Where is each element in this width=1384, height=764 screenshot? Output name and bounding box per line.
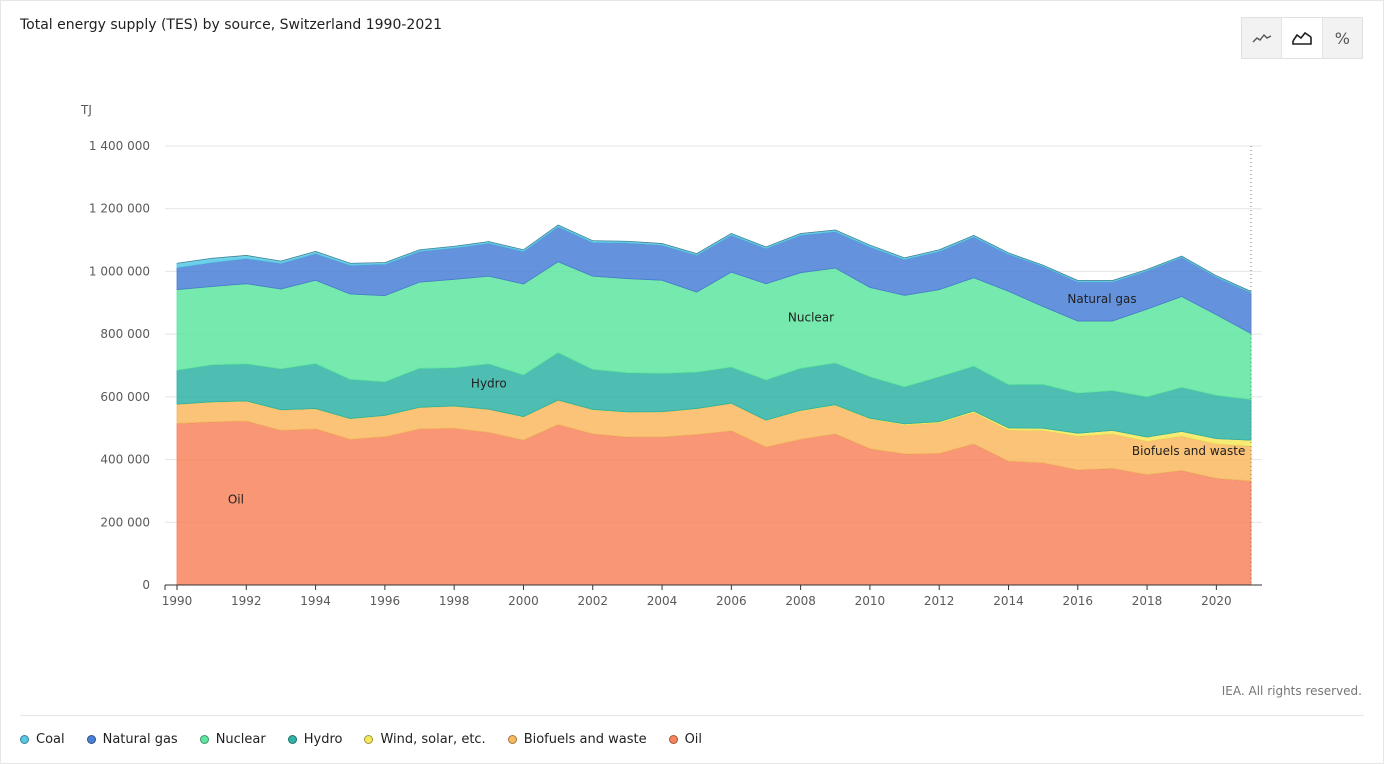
x-tick-label: 1994 xyxy=(300,594,331,608)
area-label-hydro: Hydro xyxy=(471,376,507,390)
legend: Coal Natural gas Nuclear Hydro Wind, solar, … xyxy=(20,732,702,747)
x-tick-label: 2012 xyxy=(924,594,955,608)
view-toggle: % xyxy=(1241,17,1363,59)
x-tick-label: 2014 xyxy=(993,594,1024,608)
legend-label: Hydro xyxy=(303,732,343,747)
x-tick-label: 2016 xyxy=(1063,594,1094,608)
area-labels: Oil Hydro Nuclear Natural gas Biofuels and w… xyxy=(228,292,1246,507)
legend-item-hydro[interactable]: Hydro xyxy=(287,732,343,747)
y-tick-label: 200 000 xyxy=(100,515,150,529)
area-edge-line xyxy=(176,224,1252,292)
area-view-button[interactable] xyxy=(1281,18,1322,58)
x-tick-label: 1992 xyxy=(231,594,262,608)
legend-divider xyxy=(20,715,1364,716)
y-tick-label: 400 000 xyxy=(100,453,150,467)
x-tick-label: 2010 xyxy=(855,594,886,608)
legend-swatch xyxy=(199,735,209,744)
legend-swatch xyxy=(668,735,678,744)
line-view-icon xyxy=(1252,33,1271,43)
copyright-note: IEA. All rights reserved. xyxy=(1221,684,1362,698)
y-axis-unit: TJ xyxy=(80,103,92,117)
line-view-button[interactable] xyxy=(1242,18,1281,58)
legend-swatch xyxy=(507,735,517,744)
area-label-natural-gas: Natural gas xyxy=(1067,292,1136,306)
x-tick-label: 2020 xyxy=(1201,594,1232,608)
axes: 0 200 000 400 000 600 000 800 000 1 000 000 1 … xyxy=(89,139,1262,608)
legend-label: Nuclear xyxy=(215,732,266,747)
x-tick-label: 2000 xyxy=(508,594,539,608)
percent-view-icon: % xyxy=(1334,28,1350,48)
legend-label: Biofuels and waste xyxy=(523,732,647,747)
area-series xyxy=(176,224,1252,586)
y-tick-label: 800 000 xyxy=(100,327,150,341)
legend-item-coal[interactable]: Coal xyxy=(20,732,65,747)
legend-label: Oil xyxy=(684,732,703,747)
legend-item-wind-solar-etc[interactable]: Wind, solar, etc. xyxy=(364,732,486,747)
area-label-biofuels-and-waste: Biofuels and waste xyxy=(1132,444,1245,458)
x-tick-label: 2002 xyxy=(577,594,608,608)
legend-swatch xyxy=(86,735,96,744)
legend-label: Coal xyxy=(36,732,65,747)
area-label-oil: Oil xyxy=(228,492,244,506)
legend-item-biofuels-and-waste[interactable]: Biofuels and waste xyxy=(507,732,647,747)
x-tick-label: 1998 xyxy=(439,594,470,608)
area-label-nuclear: Nuclear xyxy=(788,311,834,325)
x-tick-label: 1996 xyxy=(370,594,401,608)
chart-title: Total energy supply (TES) by source, Swi… xyxy=(20,17,443,33)
legend-swatch xyxy=(364,735,374,744)
y-tick-label: 1 400 000 xyxy=(89,139,150,153)
percent-view-button[interactable]: % xyxy=(1321,18,1362,58)
legend-item-natural-gas[interactable]: Natural gas xyxy=(86,732,178,747)
legend-item-nuclear[interactable]: Nuclear xyxy=(199,732,266,747)
x-tick-label: 2004 xyxy=(647,594,678,608)
legend-swatch xyxy=(287,735,297,744)
x-tick-label: 2008 xyxy=(785,594,816,608)
x-tick-label: 2018 xyxy=(1132,594,1163,608)
y-tick-label: 0 xyxy=(142,578,150,592)
y-tick-label: 600 000 xyxy=(100,390,150,404)
area-view-icon xyxy=(1292,31,1312,45)
legend-swatch xyxy=(20,735,29,744)
legend-item-oil[interactable]: Oil xyxy=(668,732,703,747)
x-tick-label: 2006 xyxy=(716,594,747,608)
y-tick-label: 1 200 000 xyxy=(89,202,150,216)
y-tick-label: 1 000 000 xyxy=(89,264,150,278)
legend-label: Natural gas xyxy=(102,732,178,747)
x-tick-label: 1990 xyxy=(162,594,193,608)
legend-label: Wind, solar, etc. xyxy=(380,732,486,747)
